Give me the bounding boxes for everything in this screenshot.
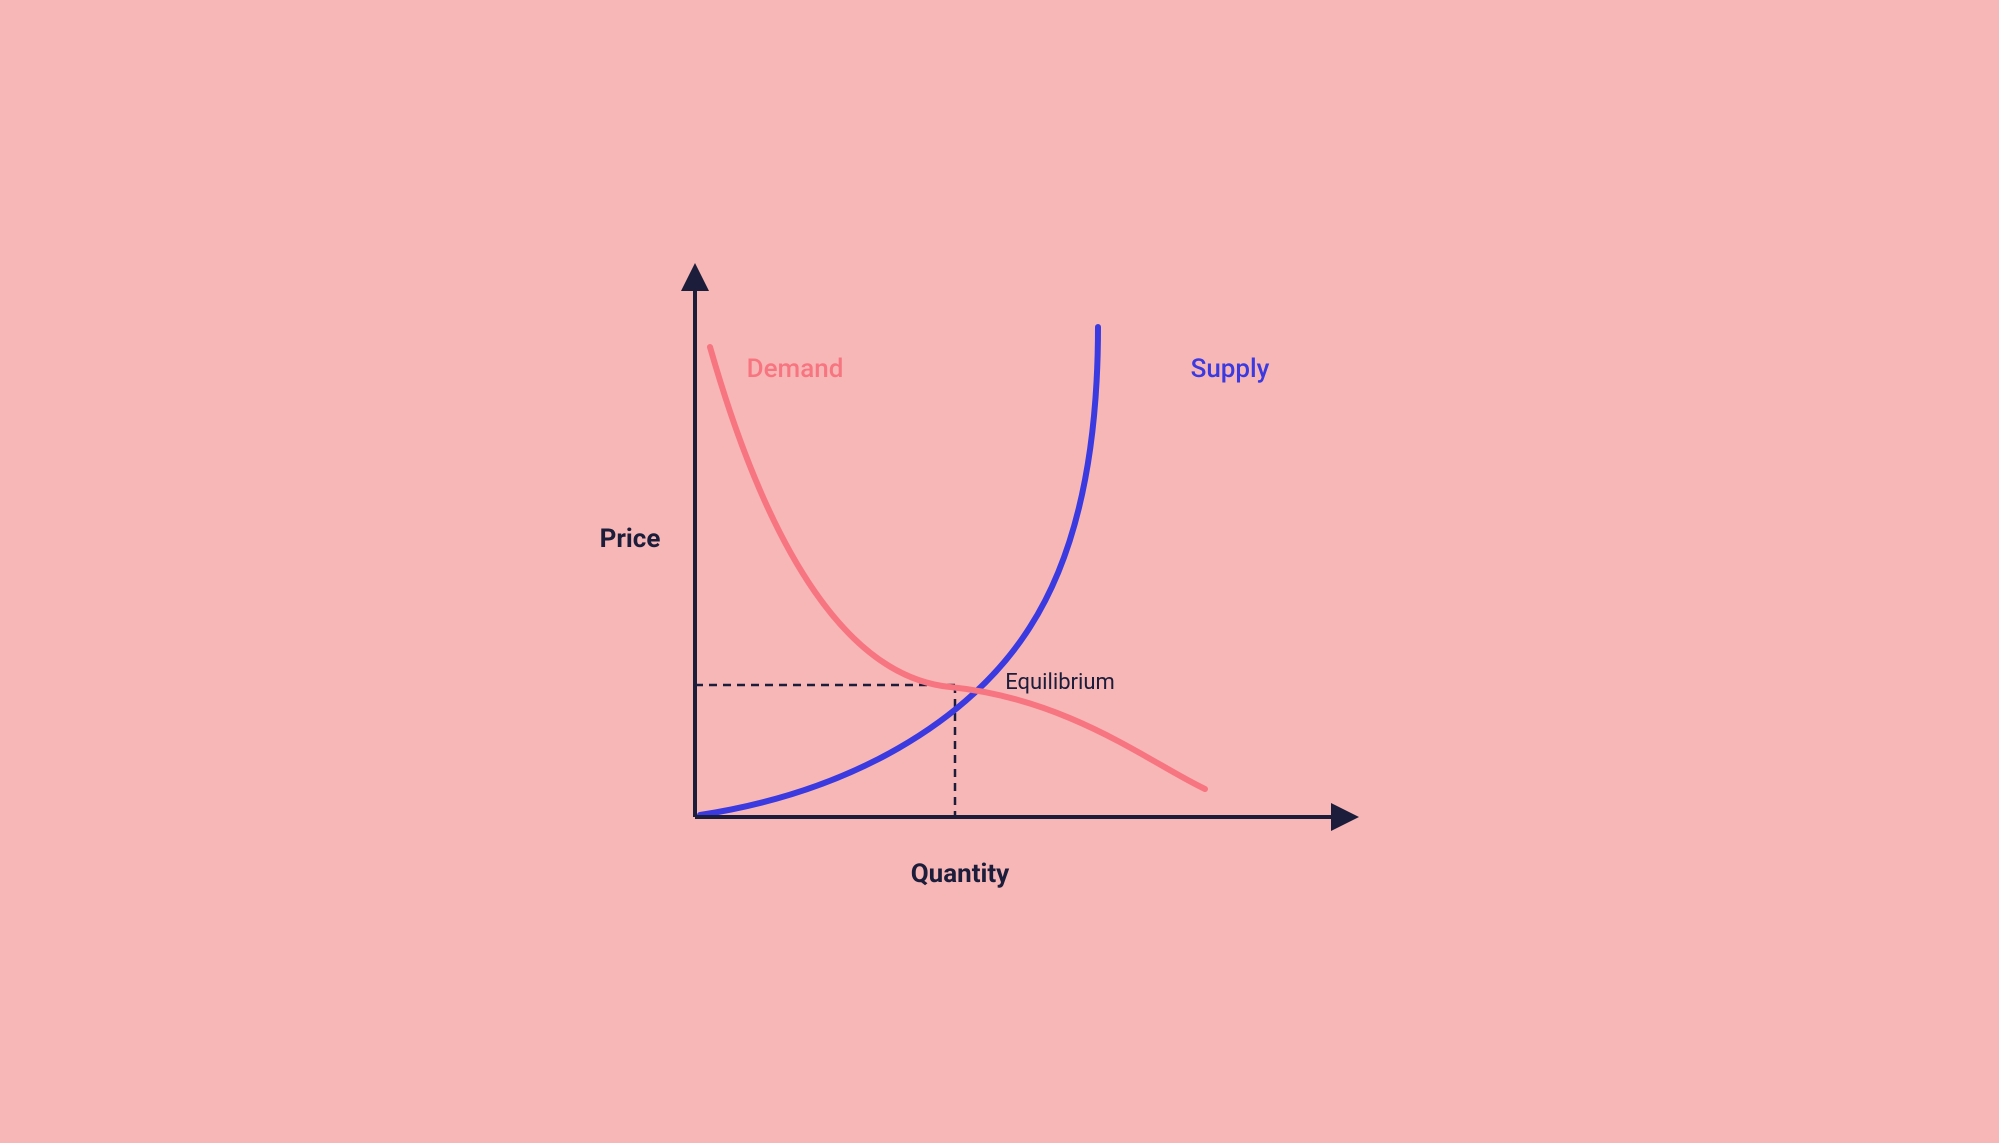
x-axis-label: Quantity bbox=[910, 859, 1009, 889]
demand-curve bbox=[710, 347, 1205, 789]
demand-label: Demand bbox=[746, 354, 843, 384]
y-axis-label: Price bbox=[599, 524, 660, 554]
equilibrium-label: Equilibrium bbox=[1005, 670, 1115, 695]
supply-curve bbox=[700, 327, 1098, 815]
chart-canvas: Price Quantity Demand Supply Equilibrium bbox=[250, 137, 1750, 1007]
supply-label: Supply bbox=[1190, 354, 1269, 384]
supply-demand-chart: Price Quantity Demand Supply Equilibrium bbox=[250, 137, 1750, 1007]
